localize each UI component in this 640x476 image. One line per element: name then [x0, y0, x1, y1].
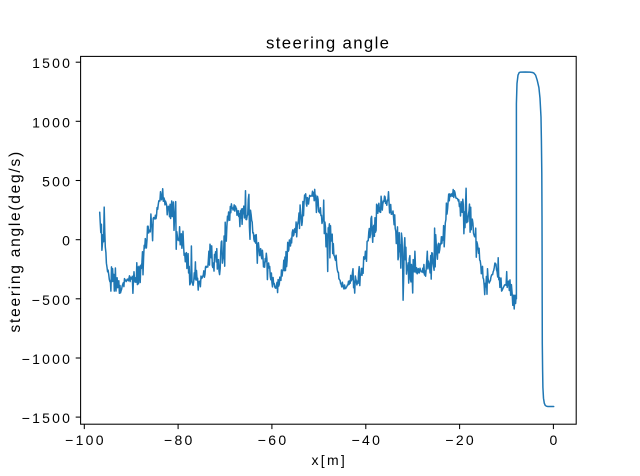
svg-text:1000: 1000: [32, 114, 72, 130]
svg-text:−60: −60: [258, 432, 289, 448]
svg-text:−1500: −1500: [22, 410, 72, 426]
svg-text:500: 500: [42, 174, 72, 190]
svg-text:−1000: −1000: [22, 351, 72, 367]
svg-text:steering angle(deg/s): steering angle(deg/s): [7, 150, 24, 332]
svg-text:0: 0: [549, 432, 559, 448]
svg-text:−100: −100: [65, 432, 106, 448]
svg-text:−20: −20: [445, 432, 476, 448]
svg-text:1500: 1500: [32, 55, 72, 71]
svg-text:0: 0: [62, 233, 72, 249]
svg-text:steering angle: steering angle: [266, 33, 390, 52]
svg-text:−40: −40: [352, 432, 383, 448]
svg-text:−80: −80: [164, 432, 195, 448]
svg-text:x[m]: x[m]: [311, 452, 347, 468]
svg-text:−500: −500: [32, 292, 72, 308]
